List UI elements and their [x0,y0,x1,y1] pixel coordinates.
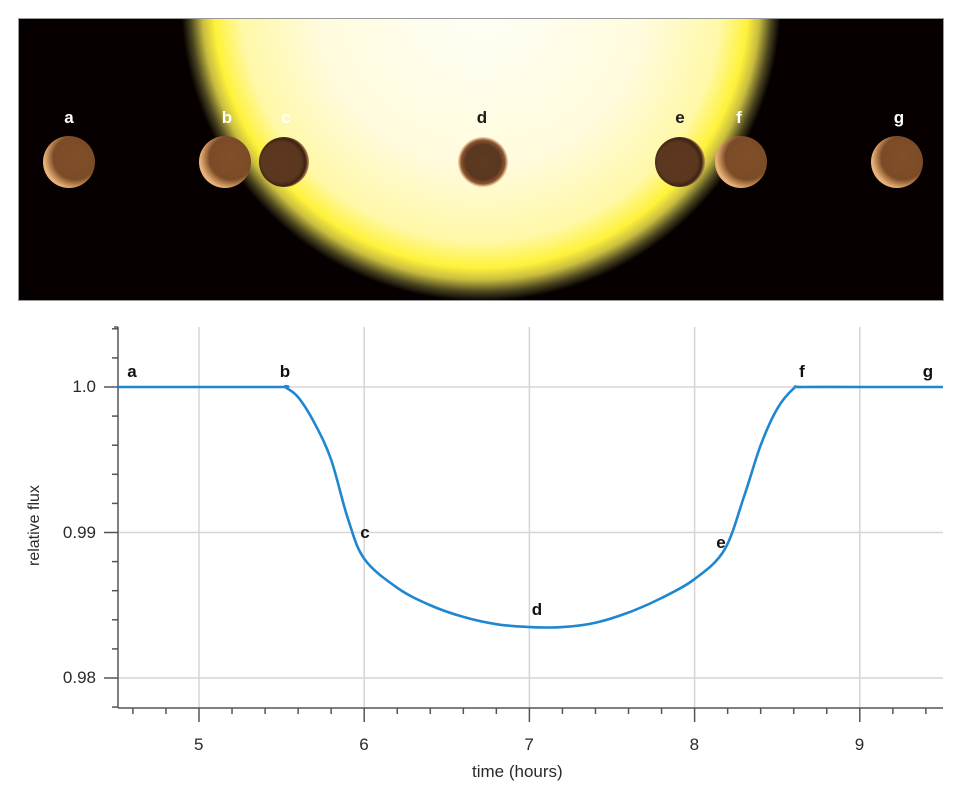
x-tick-label: 6 [359,735,369,754]
planet-g [871,136,923,188]
point-label-b: b [279,362,291,381]
point-label-d: d [531,600,543,619]
transit-illustration: a b c d e f g [19,19,943,300]
planet-label-d: d [476,108,488,127]
x-tick-label: 8 [689,735,700,754]
planet-label-e: e [675,108,685,127]
light-curve-line [118,384,943,629]
planet-a [43,136,95,188]
point-label-a: a [127,362,137,381]
planet-f [715,136,767,188]
planet-c [259,137,309,187]
y-tick-label: 1.0 [72,377,96,396]
y-tick-label: 0.98 [62,668,96,687]
star-and-planets [43,19,923,300]
x-tick-label: 5 [194,735,204,754]
planet-label-c: c [281,108,291,127]
plot-area [104,326,943,722]
y-tick-label: 0.99 [62,522,96,542]
planet-label-b: b [221,108,233,127]
planet-d [458,137,508,187]
planet-b [199,136,251,188]
planet-label-f: f [736,108,742,127]
planet-label-a: a [64,108,74,127]
x-tick-label: 9 [854,735,865,754]
x-tick-label: 7 [524,735,534,754]
light-curve-chart: 5 6 7 8 9 0.98 0.99 1.0 a b c d e f g relative flux ti… [0,300,962,800]
planet-e [655,137,705,187]
point-label-e: e [716,532,726,552]
planet-label-g: g [893,108,905,127]
point-label-g: g [922,362,934,381]
point-label-c: c [360,522,370,542]
y-axis-label: relative flux [26,485,43,566]
x-axis-label: time (hours) [472,762,563,781]
point-label-f: f [799,362,805,381]
